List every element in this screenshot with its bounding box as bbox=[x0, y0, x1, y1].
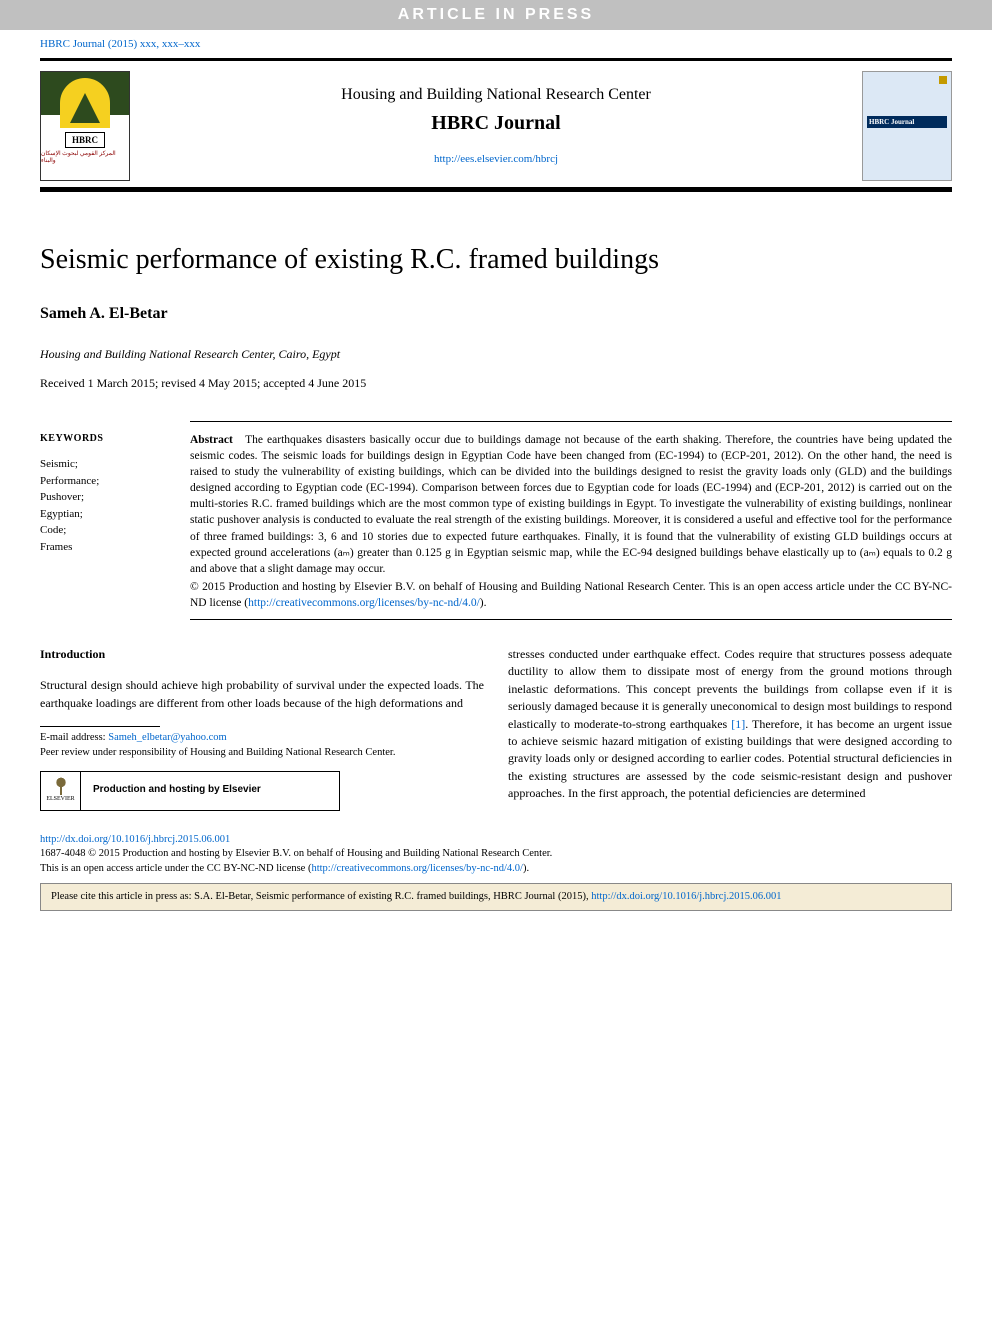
journal-title-block: Housing and Building National Research C… bbox=[130, 86, 862, 167]
journal-cover-thumbnail: HBRC Journal bbox=[862, 71, 952, 181]
author-name: Sameh A. El-Betar bbox=[40, 305, 952, 323]
intro-paragraph-left: Structural design should achieve high pr… bbox=[40, 677, 484, 712]
cite-this-article-box: Please cite this article in press as: S.… bbox=[40, 883, 952, 912]
article-title: Seismic performance of existing R.C. fra… bbox=[40, 242, 952, 277]
author-affiliation: Housing and Building National Research C… bbox=[40, 347, 952, 362]
bottom-license-link[interactable]: http://creativecommons.org/licenses/by-n… bbox=[311, 863, 523, 874]
introduction-heading: Introduction bbox=[40, 646, 484, 663]
logo-arabic-text: المركز القومي لبحوث الإسكان والبناء bbox=[41, 150, 129, 164]
issn-line: 1687-4048 © 2015 Production and hosting … bbox=[40, 848, 552, 859]
journal-header: HBRC المركز القومي لبحوث الإسكان والبناء… bbox=[40, 58, 952, 192]
journal-name: HBRC Journal bbox=[150, 112, 842, 135]
keywords-list: Seismic; Performance; Pushover; Egyptian… bbox=[40, 456, 170, 555]
left-column: Introduction Structural design should ac… bbox=[40, 646, 484, 811]
article-body: Seismic performance of existing R.C. fra… bbox=[0, 192, 992, 821]
reference-1-link[interactable]: [1] bbox=[731, 717, 745, 731]
cover-label: HBRC Journal bbox=[867, 116, 947, 128]
logo-arch-icon bbox=[60, 78, 110, 128]
email-footnote: E-mail address: Sameh_elbetar@yahoo.com bbox=[40, 731, 484, 746]
hosting-text: Production and hosting by Elsevier bbox=[81, 783, 261, 798]
journal-url-link[interactable]: http://ees.elsevier.com/hbrcj bbox=[434, 153, 558, 165]
elsevier-logo: ELSEVIER bbox=[41, 772, 81, 810]
publisher-line: Housing and Building National Research C… bbox=[150, 86, 842, 104]
logo-label: HBRC bbox=[65, 132, 105, 148]
abstract-block: KEYWORDS Seismic; Performance; Pushover;… bbox=[190, 421, 952, 620]
footnote-rule bbox=[40, 726, 160, 727]
elsevier-hosting-box: ELSEVIER Production and hosting by Elsev… bbox=[40, 771, 340, 811]
author-email-link[interactable]: Sameh_elbetar@yahoo.com bbox=[108, 732, 226, 743]
intro-paragraph-right: stresses conducted under earthquake effe… bbox=[508, 646, 952, 803]
license-line-text: This is an open access article under the… bbox=[40, 863, 311, 874]
keywords-box: KEYWORDS Seismic; Performance; Pushover;… bbox=[40, 432, 170, 555]
article-in-press-watermark: ARTICLE IN PRESS bbox=[0, 0, 992, 30]
elsevier-tree-icon bbox=[52, 777, 70, 795]
abstract-label: Abstract bbox=[190, 434, 233, 446]
bottom-metadata: http://dx.doi.org/10.1016/j.hbrcj.2015.0… bbox=[40, 833, 952, 877]
cite-text: Please cite this article in press as: S.… bbox=[51, 891, 591, 902]
license-close: ). bbox=[480, 597, 487, 609]
hbrc-logo: HBRC المركز القومي لبحوث الإسكان والبناء bbox=[40, 71, 130, 181]
doi-link[interactable]: http://dx.doi.org/10.1016/j.hbrcj.2015.0… bbox=[40, 834, 230, 845]
cite-doi-link[interactable]: http://dx.doi.org/10.1016/j.hbrcj.2015.0… bbox=[591, 891, 781, 902]
keywords-label: KEYWORDS bbox=[40, 432, 170, 446]
body-columns: Introduction Structural design should ac… bbox=[40, 646, 952, 811]
elsevier-label: ELSEVIER bbox=[46, 795, 74, 804]
abstract-text: The earthquakes disasters basically occu… bbox=[190, 434, 952, 575]
license-link[interactable]: http://creativecommons.org/licenses/by-n… bbox=[248, 597, 480, 609]
article-dates: Received 1 March 2015; revised 4 May 201… bbox=[40, 376, 952, 391]
peer-review-footnote: Peer review under responsibility of Hous… bbox=[40, 746, 484, 761]
bottom-license-close: ). bbox=[523, 863, 529, 874]
right-column: stresses conducted under earthquake effe… bbox=[508, 646, 952, 811]
email-label: E-mail address: bbox=[40, 732, 108, 743]
citation-header: HBRC Journal (2015) xxx, xxx–xxx bbox=[0, 30, 992, 54]
